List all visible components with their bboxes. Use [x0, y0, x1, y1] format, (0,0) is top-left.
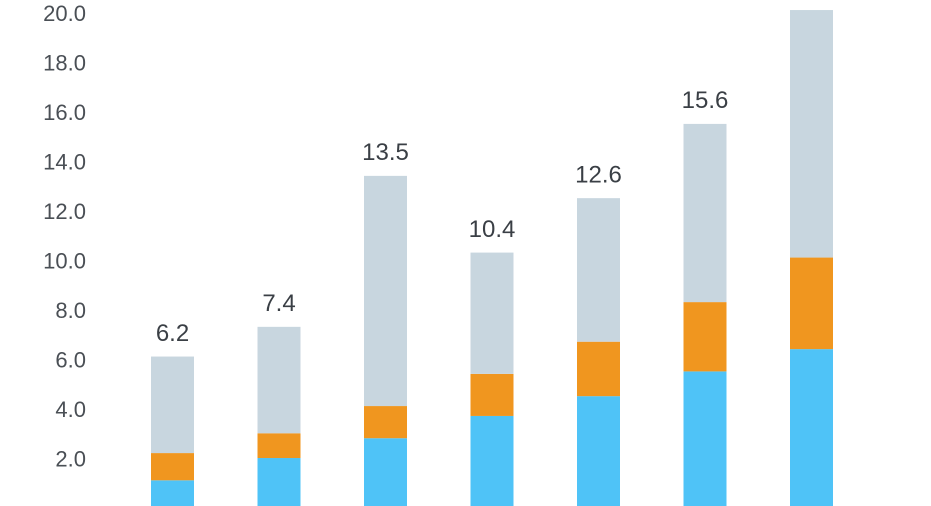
bar-total-label: 10.4 [469, 216, 516, 243]
y-tick-label: 6.0 [55, 347, 86, 372]
bar-segment-3 [151, 356, 194, 454]
bar-segment-2 [790, 257, 833, 350]
bar-segment-3 [577, 198, 620, 342]
bar-segment-2 [151, 453, 194, 481]
bar-total-label: 7.4 [262, 290, 295, 317]
y-tick-label: 16.0 [43, 100, 86, 125]
y-tick-label: 4.0 [55, 397, 86, 422]
bar-segment-3 [257, 326, 301, 434]
y-tick-label: 12.0 [43, 199, 86, 224]
y-tick-label: 18.0 [43, 50, 86, 75]
y-tick-label: 10.0 [43, 248, 86, 273]
bar-total-label: 15.6 [682, 87, 729, 114]
bar-segment-1 [151, 480, 194, 506]
bar-segment-3 [790, 10, 833, 258]
bar-segment-3 [470, 252, 514, 374]
bar-segment-3 [683, 123, 727, 303]
bar-segment-2 [364, 406, 407, 439]
bar-total-label: 13.5 [362, 139, 409, 166]
bar-segment-3 [364, 175, 407, 407]
y-tick-label: 20.0 [43, 1, 86, 26]
bar-segment-1 [257, 458, 301, 506]
y-tick-label: 14.0 [43, 149, 86, 174]
bar-segment-2 [683, 302, 727, 372]
bar-segment-1 [790, 349, 833, 506]
bar-total-label: 12.6 [575, 161, 622, 188]
y-tick-label: 8.0 [55, 298, 86, 323]
bar-total-label: 6.2 [156, 320, 189, 347]
y-tick-label: 2.0 [55, 446, 86, 471]
bar-segment-2 [257, 433, 301, 459]
bar-segment-2 [470, 373, 514, 416]
bar-segment-1 [470, 415, 514, 506]
bar-segment-1 [683, 371, 727, 506]
bar-segment-1 [364, 438, 407, 506]
bar-segment-2 [577, 341, 620, 397]
bar-segment-1 [577, 396, 620, 506]
